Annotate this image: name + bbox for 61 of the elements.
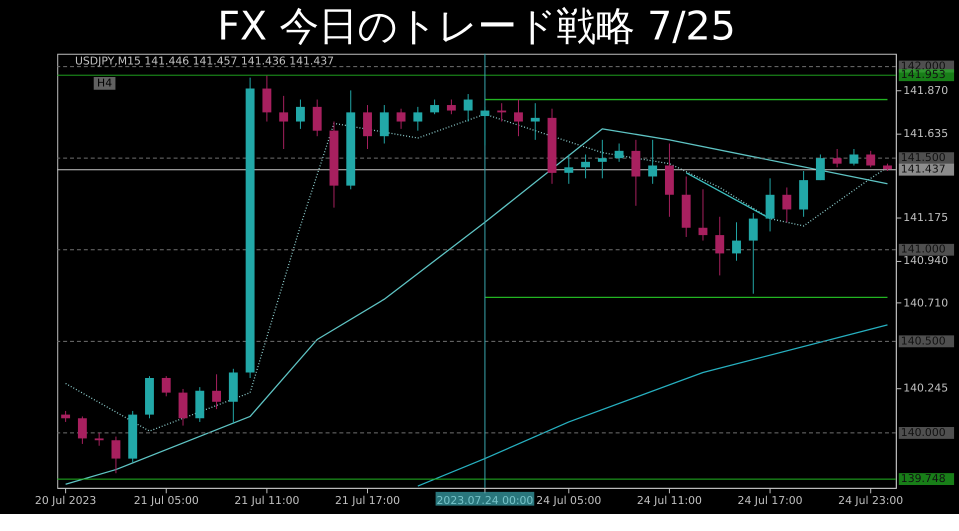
candlestick bbox=[296, 99, 305, 130]
candlestick bbox=[396, 108, 406, 130]
chart-subtitle: USDJPY,M15 141.446 141.457 141.436 141.437 bbox=[74, 54, 334, 68]
y-tick-label: 140.245 bbox=[903, 381, 948, 394]
x-tick-label: 24 Jul 23:00 bbox=[838, 494, 904, 508]
candlestick bbox=[530, 102, 540, 140]
candlestick bbox=[832, 148, 842, 168]
candlestick bbox=[514, 99, 523, 137]
candlestick bbox=[732, 222, 741, 262]
candlestick bbox=[816, 154, 825, 181]
x-tick-label: 21 Jul 11:00 bbox=[234, 494, 300, 508]
candlestick bbox=[446, 99, 456, 115]
y-tick-label: 140.940 bbox=[903, 254, 948, 268]
candlestick bbox=[430, 99, 440, 115]
x-tick-label: 20 Jul 2023 bbox=[34, 494, 96, 508]
ref-line-label: 139.748 bbox=[900, 472, 946, 486]
candlestick bbox=[363, 104, 372, 150]
candlestick bbox=[78, 416, 87, 444]
annotation: H4 bbox=[97, 76, 112, 90]
candlestick bbox=[698, 188, 708, 242]
candlestick bbox=[648, 139, 658, 184]
candlestick bbox=[413, 106, 422, 132]
candlestick bbox=[598, 139, 607, 179]
x-tick-label: 21 Jul 05:00 bbox=[134, 494, 199, 508]
x-tick-label: 24 Jul 17:00 bbox=[738, 494, 803, 508]
candlestick bbox=[564, 154, 574, 184]
candlestick bbox=[312, 99, 322, 137]
candlestick bbox=[262, 75, 272, 122]
line-series bbox=[64, 128, 888, 485]
chart-title: FX 今日のトレード戦略 7/25 bbox=[217, 3, 736, 50]
y-tick-label: 141.175 bbox=[903, 211, 948, 224]
candlestick bbox=[766, 178, 774, 232]
ref-line-label: 141.500 bbox=[900, 151, 946, 164]
candlestick bbox=[497, 102, 506, 122]
x-tick-label: 24 Jul 05:00 bbox=[536, 494, 602, 508]
candlestick bbox=[748, 212, 758, 294]
candlestick bbox=[279, 95, 288, 150]
x-tick-label: 2023.07.24 00:00 bbox=[436, 494, 534, 508]
candlestick bbox=[380, 104, 389, 144]
ref-line-label: 141.437 bbox=[900, 162, 946, 176]
candlestick bbox=[614, 143, 624, 162]
candlestick bbox=[464, 94, 473, 122]
line-series bbox=[417, 324, 888, 487]
ref-line-label: 141.000 bbox=[900, 242, 946, 256]
candlestick bbox=[866, 150, 876, 168]
ref-line-label: 140.500 bbox=[900, 334, 946, 348]
candlestick bbox=[61, 410, 70, 422]
candlestick bbox=[715, 216, 724, 276]
x-tick-label: 21 Jul 17:00 bbox=[335, 494, 400, 508]
x-tick-label: 24 Jul 11:00 bbox=[636, 494, 702, 508]
candlestick bbox=[111, 436, 120, 474]
y-tick-label: 141.870 bbox=[903, 84, 948, 97]
candlestick bbox=[212, 374, 222, 410]
y-tick-label: 141.635 bbox=[903, 126, 948, 140]
y-tick-label: 140.710 bbox=[903, 296, 948, 310]
ref-line-label: 140.000 bbox=[900, 426, 946, 439]
candlestick bbox=[849, 148, 858, 166]
candlestick bbox=[782, 186, 792, 223]
candlestick bbox=[581, 154, 590, 179]
candlestick bbox=[162, 376, 171, 397]
candlestick bbox=[480, 106, 490, 146]
